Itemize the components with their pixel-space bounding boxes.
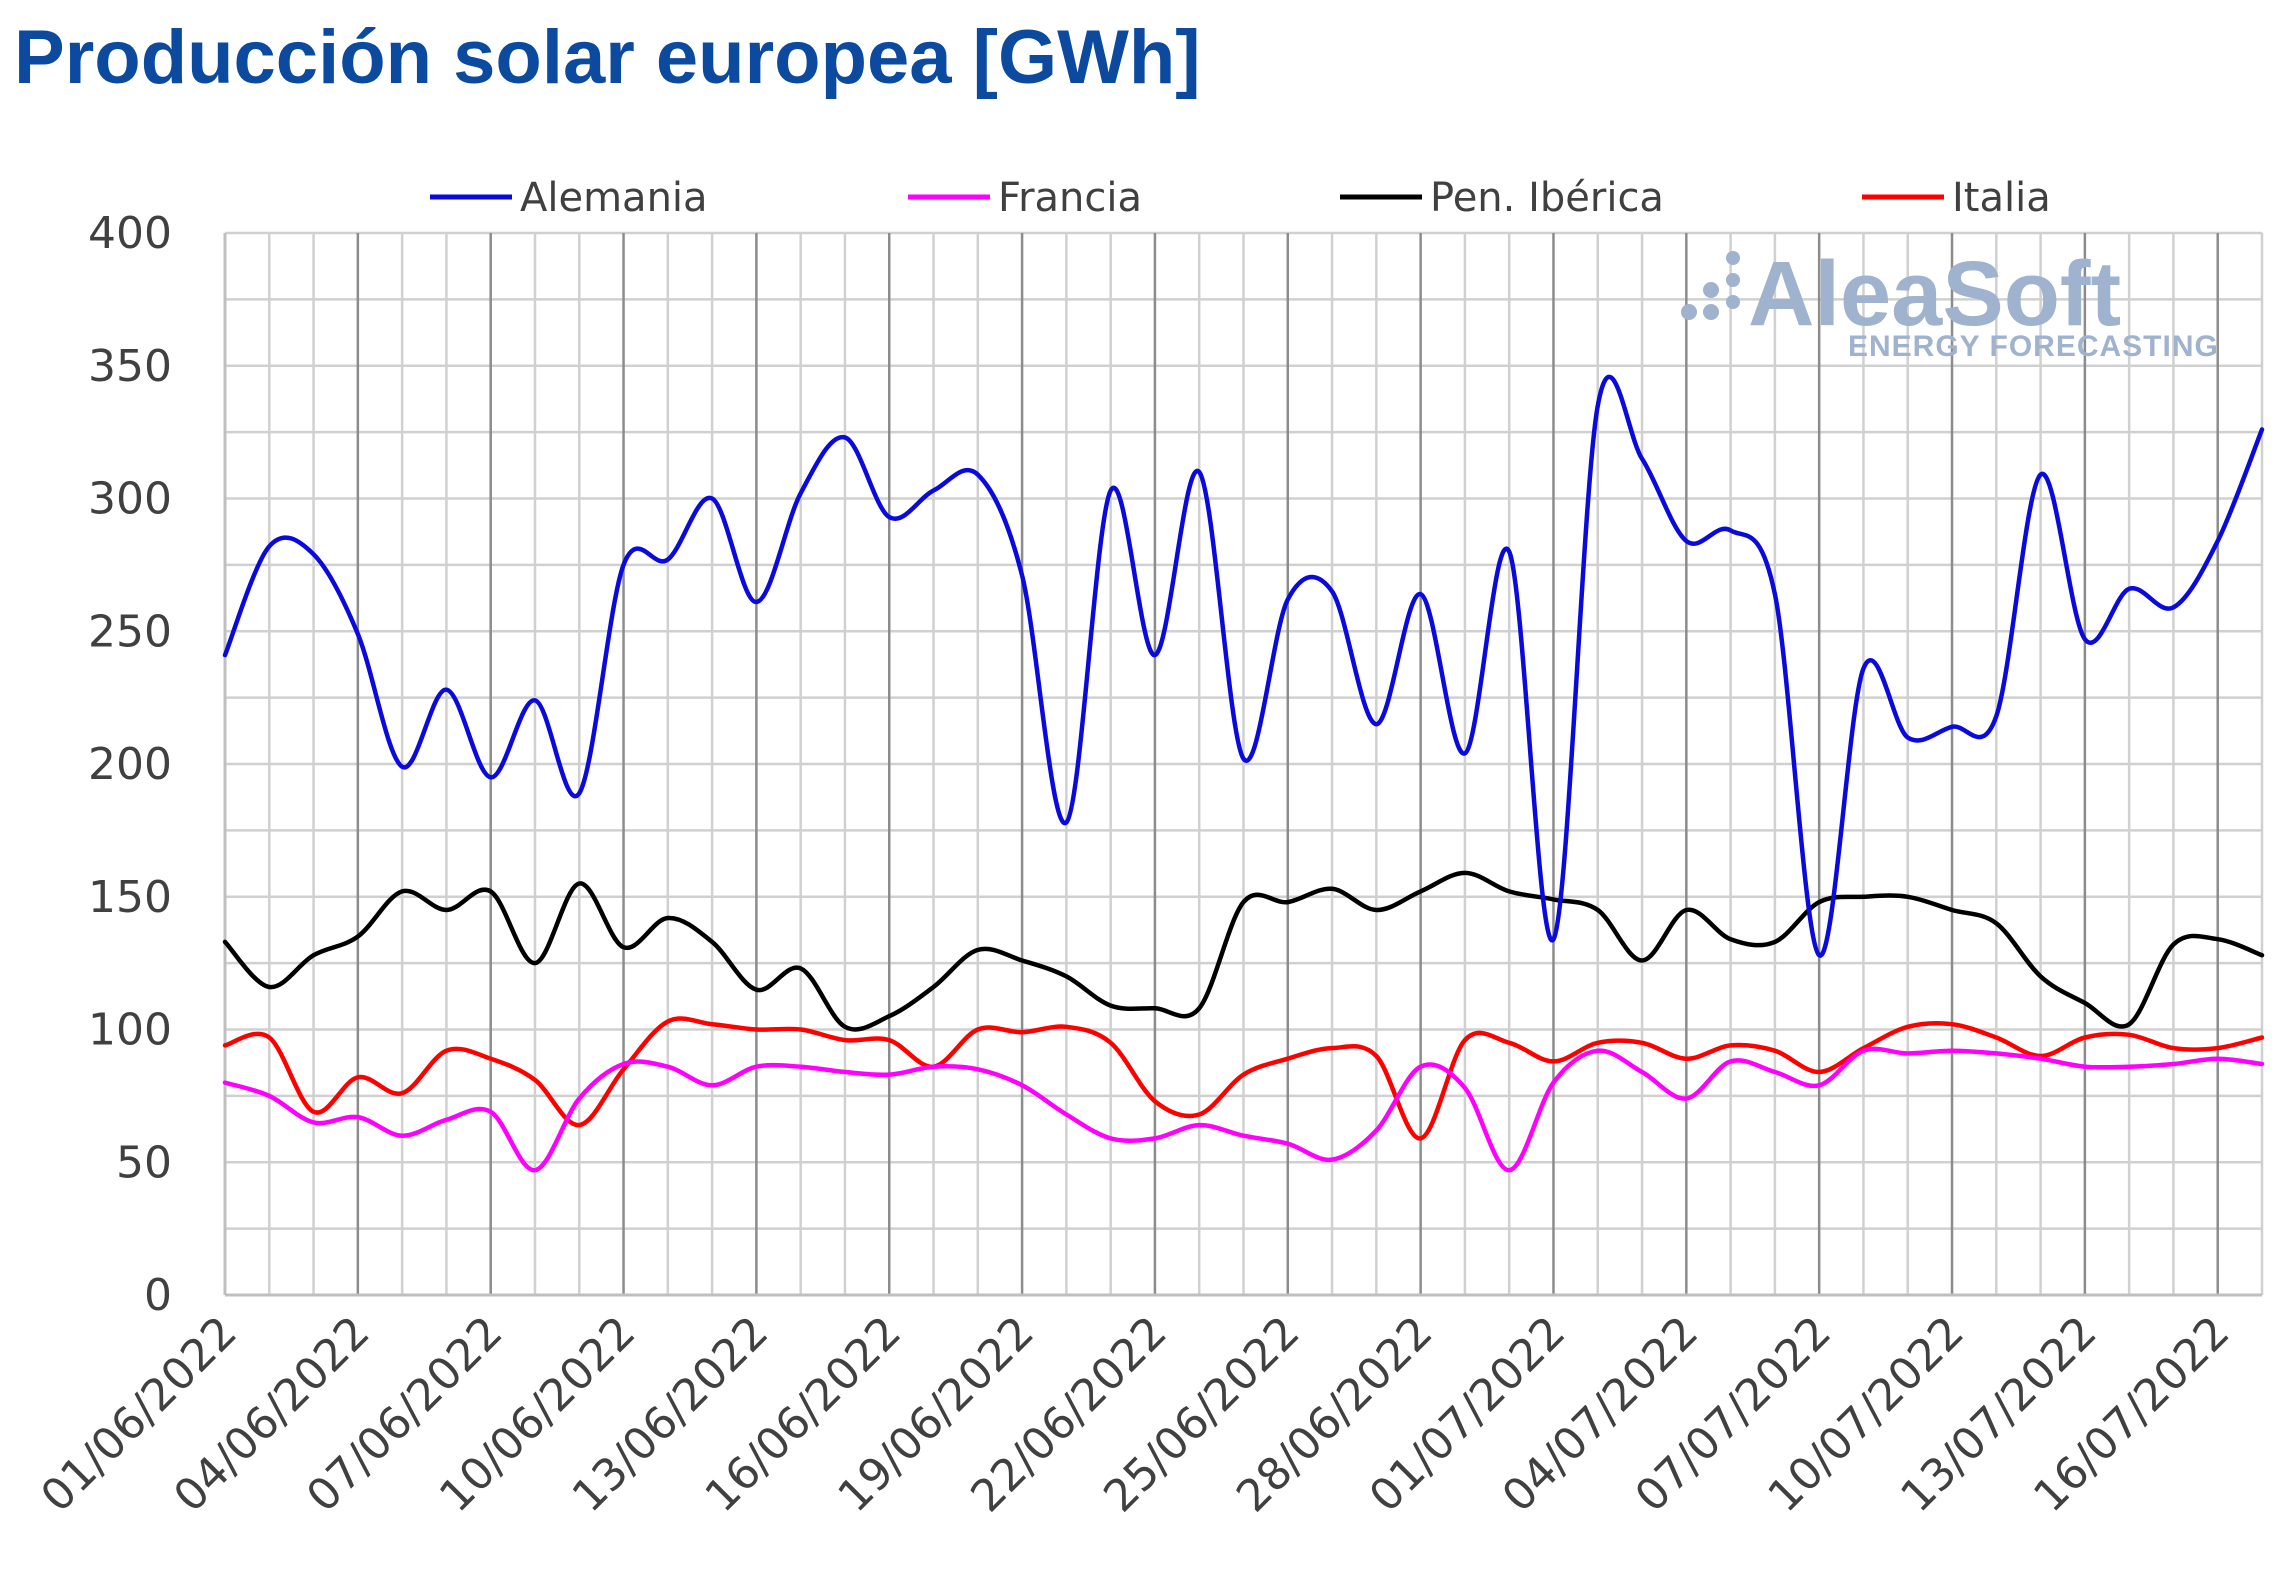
axes: 05010015020025030035040001/06/202204/06/… xyxy=(31,208,2262,1522)
series-line-pen-iberica xyxy=(222,870,2265,1032)
y-tick-label: 400 xyxy=(88,208,172,259)
legend-label-italia: Italia xyxy=(1952,175,2051,221)
chart-title: Producción solar europea [GWh] xyxy=(14,15,1201,100)
y-tick-label: 350 xyxy=(88,341,172,392)
aleasoft-watermark: AleaSoft ENERGY FORECASTING xyxy=(1681,243,2219,363)
aleasoft-tagline: ENERGY FORECASTING xyxy=(1848,330,2219,363)
aleasoft-logo-dots-icon xyxy=(1681,251,1740,320)
legend-label-alemania: Alemania xyxy=(520,175,708,221)
data-series xyxy=(222,374,2265,1173)
legend-label-francia: Francia xyxy=(998,175,1142,221)
y-tick-label: 50 xyxy=(116,1137,172,1188)
aleasoft-wordmark: AleaSoft xyxy=(1748,243,2121,345)
y-tick-label: 250 xyxy=(88,606,172,657)
y-tick-label: 100 xyxy=(88,1005,172,1056)
series-line-francia xyxy=(222,1046,2265,1173)
y-tick-label: 150 xyxy=(88,872,172,923)
y-tick-label: 200 xyxy=(88,739,172,790)
legend: Alemania Francia Pen. Ibérica Italia xyxy=(430,175,2051,221)
grid-lines xyxy=(223,231,2264,1297)
legend-label-pen-iberica: Pen. Ibérica xyxy=(1430,175,1664,221)
y-tick-label: 300 xyxy=(88,474,172,525)
series-line-alemania xyxy=(222,374,2265,958)
y-tick-label: 0 xyxy=(144,1270,172,1321)
series-line-italia xyxy=(222,1016,2265,1141)
